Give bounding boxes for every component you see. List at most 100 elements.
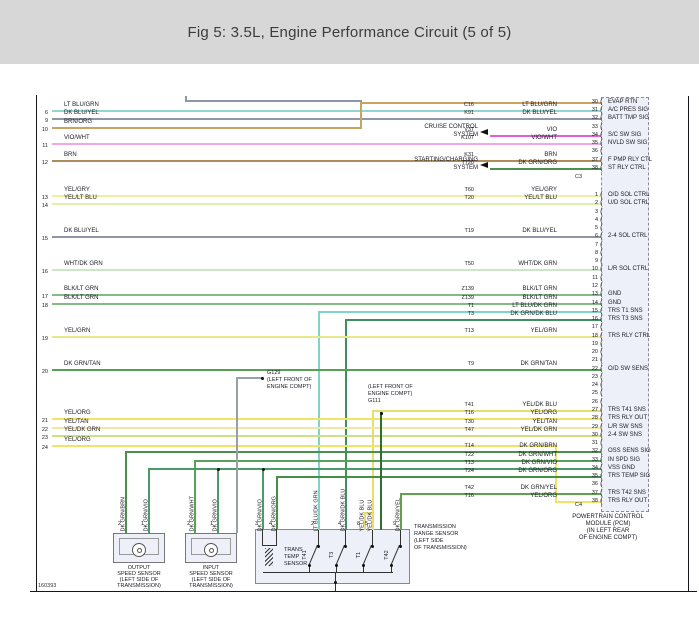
- system-ref-label: CRUISE CONTROL: [424, 124, 478, 130]
- wire-color-label: VIO: [546, 127, 557, 133]
- pcm-pin-number: 34: [591, 465, 598, 471]
- component-pin-number: 9: [393, 521, 397, 527]
- wire-g129-lead: [236, 377, 238, 533]
- vertical-wire-color-label: DK GRN/YEL: [395, 498, 402, 532]
- trs-switch-label: T3: [329, 551, 335, 559]
- ground-label: ENGINE COMPT): [267, 384, 312, 390]
- trs-caption: OF TRANSMISSION): [414, 545, 467, 551]
- pcm-pin-number: 29: [591, 424, 598, 430]
- left-pin-number: 6: [44, 110, 48, 116]
- pcm-pin-bracket: (: [600, 355, 603, 364]
- wire-id-label: T20: [464, 195, 474, 201]
- pcm-pin-number: 23: [591, 374, 598, 380]
- pcm-pin-bracket: (: [600, 198, 603, 207]
- pcm-pin-number: 21: [591, 357, 598, 363]
- wire-yel-tan: [52, 427, 601, 429]
- vertical-wire-color-label: DK GRN/BRN: [120, 496, 127, 532]
- wire-trs-internal: [276, 529, 277, 546]
- pcm-pin-bracket: (: [600, 380, 603, 389]
- wire-color-label: DK GRN/WHT: [518, 452, 557, 458]
- diagram-canvas: OUTPUT SPEED SENSOR (LEFT SIDE OF TRANSMISS…: [0, 64, 699, 632]
- wire-color-label: DK GRN/YEL: [520, 485, 557, 491]
- wire-id-label: T19: [464, 228, 474, 234]
- wire-dk-grn-yel: [400, 493, 601, 495]
- ground-label: ENGINE COMPT): [368, 391, 413, 397]
- wire-id-label: T16: [464, 410, 474, 416]
- left-wire-color-label: DK BLU/YEL: [64, 228, 99, 234]
- trs-switch-label: T41: [302, 550, 308, 560]
- wire-id-label: T3: [467, 311, 474, 317]
- wire-trs-internal: [335, 572, 336, 582]
- wire-yel-grn: [52, 336, 601, 338]
- output-speed-sensor-caption: TRANSMISSION): [117, 583, 161, 589]
- wire-dk-grn-org: [490, 168, 601, 170]
- pcm-pin-bracket: (: [600, 388, 603, 397]
- wire-color-label: DK GRN/VIO: [521, 460, 557, 466]
- output-speed-sensor-caption: SPEED SENSOR: [117, 571, 161, 577]
- junction-dot: [334, 563, 338, 567]
- left-pin-number: 21: [41, 418, 48, 424]
- pcm-pin-bracket: (: [600, 105, 603, 114]
- left-pin-number: 15: [41, 236, 48, 242]
- pcm-pin-bracket: (: [600, 281, 603, 290]
- wire-color-label: YEL/DK BLU: [522, 402, 557, 408]
- wire-yel-dk-blu: [364, 512, 366, 530]
- pcm-pin-label: GND: [608, 291, 622, 297]
- pcm-pin-bracket: (: [600, 223, 603, 232]
- wire-color-label: VIO/WHT: [531, 135, 557, 141]
- pcm-pin-number: 4: [594, 217, 598, 223]
- pcm-pin-bracket: (: [600, 496, 603, 505]
- pcm-pin-label: TRS T3 SNS: [608, 316, 643, 322]
- trs-switch-label: T42: [384, 550, 390, 560]
- wire-color-label: YEL/GRY: [531, 187, 557, 193]
- left-pin-number: 13: [41, 195, 48, 201]
- vertical-wire-color-label: DK GRN/ORG: [271, 496, 278, 532]
- wire-dk-grn-org-2: [276, 476, 278, 529]
- wire-color-label: DK BLU/YEL: [522, 110, 557, 116]
- vertical-wire-color-label: DK GRN/VIO: [143, 499, 150, 532]
- wire-id-label: T22: [464, 452, 474, 458]
- wire-dk-grn-dk-blu: [345, 319, 601, 321]
- component-pin-number: 3: [255, 521, 259, 527]
- left-pin-number: 9: [44, 118, 48, 124]
- system-ref-label: STARTING/CHARGING: [414, 157, 478, 163]
- ground-label: G111: [368, 398, 381, 404]
- pcm-pin-bracket: (: [600, 215, 603, 224]
- trs-switch-label: T1: [356, 551, 362, 559]
- pcm-pin-label: VSS GND: [608, 465, 636, 471]
- junction-dot: [370, 544, 374, 548]
- pcm-pin-number: 7: [594, 242, 598, 248]
- pcm-pin-number: 38: [591, 165, 598, 171]
- wire-dk-grn-wht: [194, 460, 196, 533]
- pcm-connector-divider: C3: [574, 174, 582, 180]
- wire-id-label: T60: [464, 187, 474, 193]
- wire-id-label: T13: [464, 460, 474, 466]
- pcm-pin-number: 28: [591, 415, 598, 421]
- junction-dot: [379, 411, 383, 415]
- wire-trs-internal: [400, 530, 401, 546]
- wire-color-label: BLK/LT GRN: [522, 286, 557, 292]
- pcm-pin-bracket: (: [600, 405, 603, 414]
- vertical-wire-color-label: DK GRN/WHT: [189, 496, 196, 532]
- wire-lt-blu-dk-grn: [318, 311, 320, 530]
- transmission-range-sensor-box: [255, 529, 410, 584]
- pcm-pin-bracket: (: [600, 231, 603, 240]
- pcm-pin-bracket: (: [600, 298, 603, 307]
- wire-color-label: WHT/DK GRN: [518, 261, 557, 267]
- pcm-pin-bracket: (: [600, 155, 603, 164]
- pcm-pin-number: 14: [591, 300, 598, 306]
- pcm-pin-bracket: (: [600, 372, 603, 381]
- pcm-pin-bracket: (: [600, 289, 603, 298]
- pcm-pin-label: A/C PRES SIG: [608, 107, 649, 113]
- pcm-caption: OF ENGINE COMPT): [578, 535, 638, 541]
- wire-dk-blu-yel-stub: [185, 96, 187, 102]
- pcm-pin-bracket: (: [600, 113, 603, 122]
- left-wire-color-label: BLK/LT GRN: [64, 295, 99, 301]
- pcm-pin-label: 2-4 SOL CTRL: [608, 233, 648, 239]
- wire-yel-dk-blu: [372, 410, 601, 412]
- pcm-pin-bracket: (: [600, 488, 603, 497]
- output-speed-sensor-icon-core: [136, 547, 142, 553]
- pcm-pin-label: TRS T1 SNS: [608, 308, 643, 314]
- pcm-pin-label: O/D SOL CTRL: [608, 192, 650, 198]
- pcm-pin-number: 32: [591, 448, 598, 454]
